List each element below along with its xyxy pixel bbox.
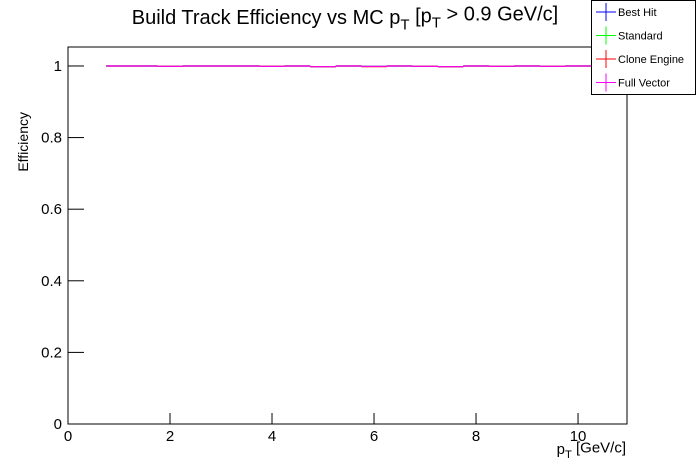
x-tick-label: 10 [570, 428, 587, 445]
subscript: T [432, 15, 441, 32]
legend-label: Full Vector [618, 78, 670, 90]
x-tick-label: 6 [370, 428, 378, 445]
x-tick-label: 2 [166, 428, 174, 445]
subscript: T [400, 16, 409, 33]
y-tick-label: 0 [54, 416, 62, 433]
text-part: [p [410, 5, 432, 27]
legend-label: Clone Engine [618, 54, 684, 66]
legend-label: Standard [618, 31, 663, 43]
legend [591, 0, 696, 95]
x-tick-label: 8 [472, 428, 480, 445]
y-tick-label: 0.6 [41, 201, 62, 218]
plot-frame [67, 46, 628, 425]
legend-label: Best Hit [618, 7, 657, 19]
subscript: T [565, 449, 572, 461]
text-part: [GeV/c] [572, 440, 626, 457]
x-tick-label: 0 [64, 428, 72, 445]
y-tick-label: 0.4 [41, 273, 62, 290]
y-axis-label: Efficiency [15, 112, 31, 172]
text-part: p [557, 441, 565, 458]
text-part: Build Track Efficiency vs MC p [132, 7, 401, 29]
y-tick-label: 1 [54, 58, 62, 75]
y-tick-label: 0.2 [41, 344, 62, 361]
x-tick-label: 4 [268, 428, 276, 445]
y-tick-label: 0.8 [41, 130, 62, 147]
x-axis-label: pT [GeV/c] [557, 440, 626, 461]
text-part: > 0.9 GeV/c] [441, 4, 558, 26]
chart-title: Build Track Efficiency vs MC pT [pT > 0.… [132, 4, 559, 34]
